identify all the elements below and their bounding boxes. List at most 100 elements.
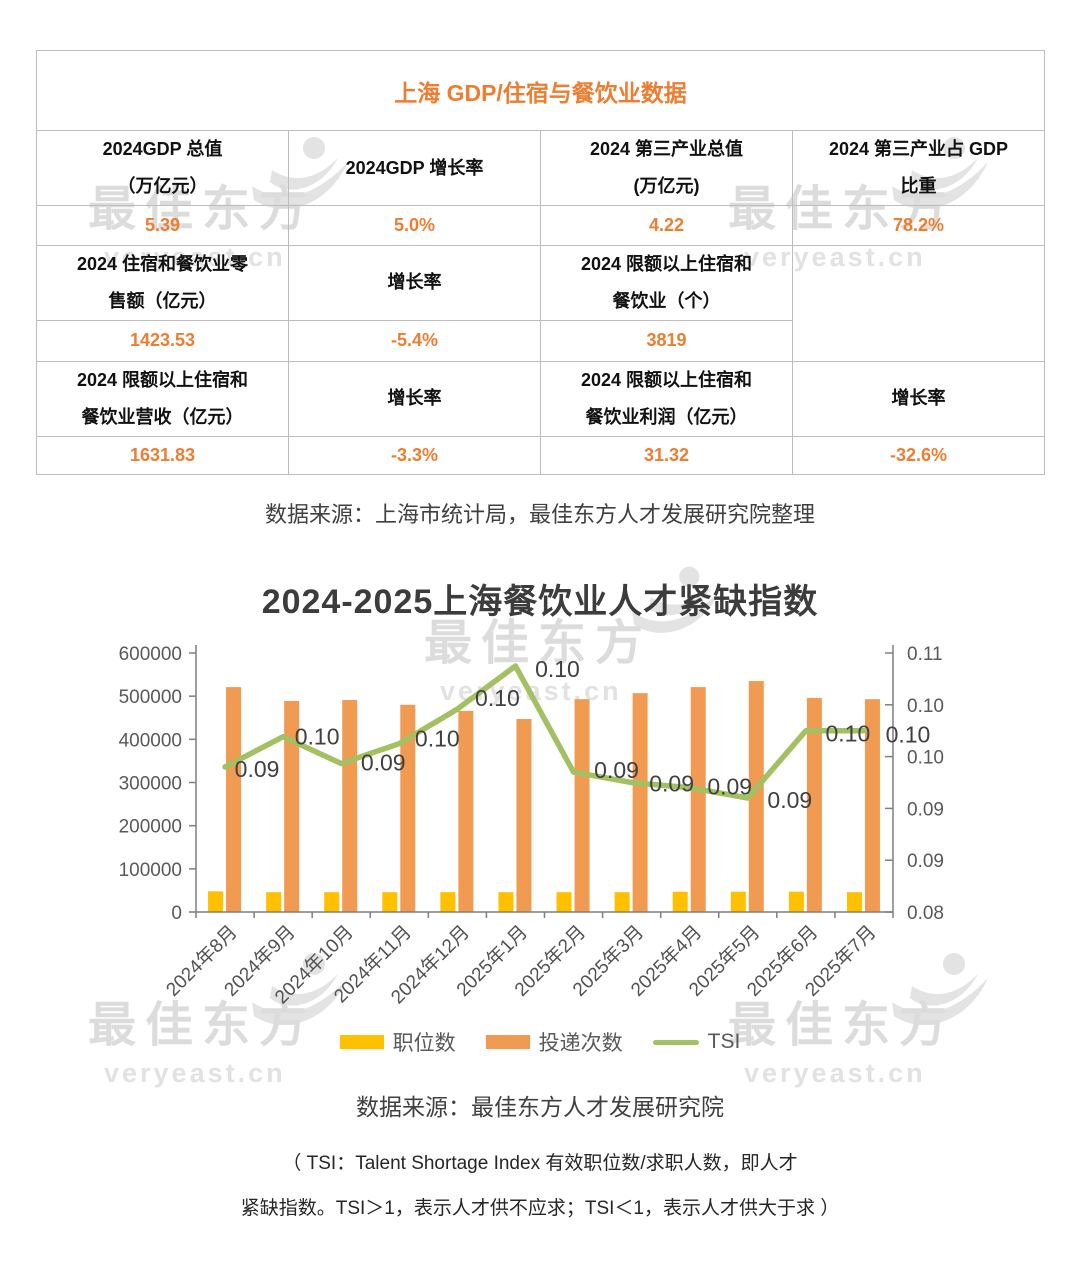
table-header-cell [792,245,1045,362]
right-axis-tick-label: 0.09 [907,799,944,820]
tsi-point-label: 0.09 [594,757,639,783]
jobs-bar [208,891,224,912]
left-axis-tick-label: 100000 [119,860,182,881]
legend-label: TSI [707,1030,741,1053]
left-axis-tick-label: 200000 [119,817,182,838]
tsi-point-label: 0.10 [295,724,340,750]
tsi-point-label: 0.09 [649,771,694,797]
table-source-text: 数据来源：上海市统计局，最佳东方人才发展研究院整理 [264,502,815,527]
table-header-cell: 2024 限额以上住宿和 餐饮业营收（亿元） [36,360,289,437]
applications-bar [748,681,764,912]
legend-swatch [485,1035,530,1049]
applications-bar [574,699,590,912]
gdp-table: 上海 GDP/住宿与餐饮业数据 2024GDP 总值 （万亿元） 2024GDP 增… [36,50,1045,475]
legend-swatch [652,1039,699,1045]
table-value-cell: 31.32 [540,435,793,475]
table-header-cell: 2024 限额以上住宿和 餐饮业利润（亿元） [540,360,793,437]
tsi-point-label: 0.10 [825,721,870,747]
tsi-point-label: 0.10 [475,685,520,711]
applications-bar [284,700,300,912]
legend-label: 投递次数 [538,1032,623,1055]
legend-item-jobs: 职位数 [339,1027,456,1057]
applications-bar [400,704,416,912]
table-row: 2024 限额以上住宿和 餐饮业营收（亿元） 增长率 2024 限额以上住宿和 餐饮… [36,360,1045,437]
table-value-cell: 1631.83 [36,435,289,475]
table-row: 上海 GDP/住宿与餐饮业数据 [36,50,1045,131]
table-header-cell: 增长率 [792,360,1045,437]
chart-title: 2024-2025上海餐饮业人才紧缺指数 [261,583,819,621]
left-axis-tick-label: 600000 [119,644,182,665]
tsi-point-label: 0.10 [415,726,460,752]
tsi-chart-svg: 0 100000 200000 300000 400000 500000 600000 0.0… [119,644,944,1008]
table-header-cell: 2024GDP 总值 （万亿元） [36,130,289,206]
left-axis-tick-label: 400000 [119,730,182,751]
footnote-line-2: 紧缺指数。TSI＞1，表示人才供不应求；TSI＜1，表示人才供大于求 ） [240,1198,840,1219]
applications-bar [864,699,880,912]
table-value-cell: 78.2% [792,205,1045,246]
right-axis-tick-label: 0.08 [907,903,944,924]
table-value-cell: -3.3% [288,435,541,475]
table-row: 5.39 5.0% 4.22 78.2% [36,205,1045,246]
right-axis-tick-label: 0.10 [907,748,944,769]
x-axis-labels: 2024年8月2024年9月2024年10月2024年11月2024年12月20… [162,921,881,1008]
jobs-bar [556,892,572,912]
tsi-point-label: 0.09 [235,756,280,782]
jobs-bar [324,892,340,912]
table-value-cell: 4.22 [540,205,793,246]
table-header-cell: 2024 第三产业总值 (万亿元) [540,130,793,206]
right-axis-tick-label: 0.10 [907,696,944,717]
tsi-point-label: 0.10 [886,722,931,748]
bars-group [208,681,880,912]
table-header-cell: 增长率 [288,360,541,437]
left-axis-tick-label: 500000 [119,687,182,708]
right-axis-tick-label: 0.11 [907,644,943,665]
table-header-cell: 2024 住宿和餐饮业零 售额（亿元） [36,245,289,321]
jobs-bar [382,892,398,912]
jobs-bar [672,891,688,912]
applications-bar [226,687,242,912]
tsi-point-label: 0.09 [361,750,406,776]
watermark-domain: veryeast.cn [744,1058,926,1088]
table-row: 2024GDP 总值 （万亿元） 2024GDP 增长率 2024 第三产业总值 (… [36,130,1045,206]
table-header-cell: 增长率 [288,245,541,321]
jobs-bar [788,891,804,912]
legend-item-applications: 投递次数 [485,1027,623,1057]
left-axis-tick-label: 0 [171,903,182,924]
table-value-cell: 5.39 [36,205,289,246]
jobs-bar [614,892,630,912]
table-value-cell: 5.0% [288,205,541,246]
table-header-cell: 2024GDP 增长率 [288,130,541,206]
jobs-bar [498,892,514,912]
applications-bar [690,687,706,912]
table-value-cell: -5.4% [288,319,541,362]
tsi-point-label: 0.09 [767,787,812,813]
tsi-point-label: 0.09 [707,774,752,800]
table-header-cell: 2024 第三产业占 GDP 比重 [792,130,1045,206]
applications-bar [458,710,474,912]
applications-bar [806,697,822,912]
legend-label: 职位数 [392,1032,456,1055]
tsi-footnote: （ TSI：Talent Shortage Index 有效职位数/求职人数，即… [0,1141,1080,1231]
right-axis-tick-label: 0.09 [907,851,944,872]
table-row: 2024 住宿和餐饮业零 售额（亿元） 增长率 2024 限额以上住宿和 餐饮业（个… [36,245,1045,362]
table-row: 1423.53 -5.4% 3819 [36,319,1045,362]
table-title-cell: 上海 GDP/住宿与餐饮业数据 [36,50,1045,131]
jobs-bar [730,891,746,912]
table-value-cell: -32.6% [792,435,1045,475]
table-value-cell: 3819 [540,319,793,362]
tsi-point-label: 0.10 [535,656,580,682]
applications-bar [342,700,358,912]
axes-group: 0 100000 200000 300000 400000 500000 600000 0.0… [119,644,944,924]
watermark-domain: veryeast.cn [104,1058,286,1088]
jobs-bar [440,892,456,912]
gdp-table-body: 上海 GDP/住宿与餐饮业数据 2024GDP 总值 （万亿元） 2024GDP 增… [36,50,1045,475]
tsi-line-group: 0.09 0.10 0.09 0.10 0.10 0.10 0.09 0.09 0.09 0.09… [222,656,931,813]
table-header-cell: 2024 限额以上住宿和 餐饮业（个） [540,245,793,321]
footnote-line-1: （ TSI：Talent Shortage Index 有效职位数/求职人数，即… [282,1153,798,1174]
jobs-bar [266,892,282,912]
chart-source-text: 数据来源：最佳东方人才发展研究院 [356,1094,724,1120]
legend-swatch [339,1035,384,1049]
applications-bar [516,719,532,912]
applications-bar [632,693,648,912]
left-axis-tick-label: 300000 [119,774,182,795]
